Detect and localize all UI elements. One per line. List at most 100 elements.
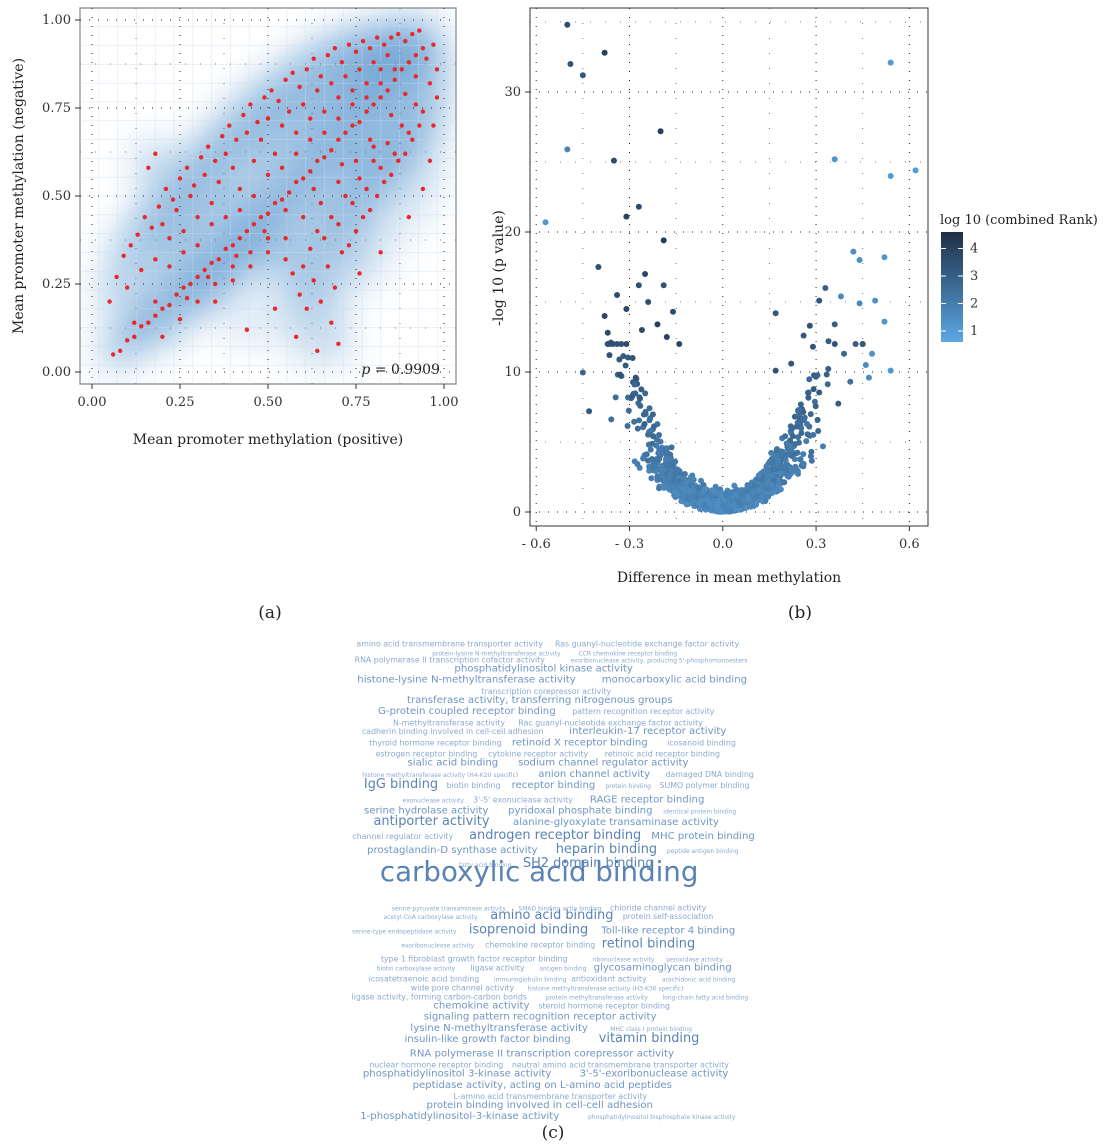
data-point [381, 42, 387, 47]
panel-b-y-axis-title: -log 10 (p value) [491, 210, 507, 326]
data-point [410, 31, 415, 37]
word-cloud-term: MHC class I protein binding [610, 1026, 692, 1033]
data-point [374, 35, 380, 40]
data-point [230, 264, 235, 269]
data-point [656, 431, 663, 438]
data-point [279, 197, 285, 202]
data-point [808, 448, 815, 455]
data-point [167, 264, 172, 269]
data-point [301, 264, 306, 269]
x-tick-label: 0.3 [806, 537, 827, 552]
panel-a-x-ticks: 0.00 0.25 0.50 0.75 1.00 [78, 384, 458, 410]
data-point [244, 327, 250, 332]
data-point [265, 236, 271, 241]
data-point [177, 176, 183, 181]
word-cloud-term: peptide antigen binding [667, 848, 739, 855]
data-point [810, 431, 817, 438]
data-point [718, 492, 725, 499]
data-point [727, 489, 734, 496]
data-point [350, 123, 355, 128]
data-point [339, 60, 345, 65]
data-point [815, 427, 822, 434]
data-point [286, 109, 292, 114]
outlier-point [623, 306, 630, 312]
word-cloud-term: anion channel activity [538, 769, 650, 780]
data-point [647, 446, 654, 453]
panel-b-x-axis-title: Difference in mean methylation [617, 570, 841, 586]
data-point [202, 267, 207, 273]
outlier-point [660, 237, 667, 244]
word-cloud-term: peroxidase activity [666, 957, 723, 964]
data-point [353, 158, 359, 163]
word-cloud-term: phosphatidylinositol bisphosphate kinase… [588, 1114, 736, 1121]
data-point [195, 243, 200, 248]
data-point [646, 417, 653, 424]
data-point [336, 137, 341, 142]
panel-b: - 0.6 - 0.3 0.0 0.3 0.6 0 10 20 30 Difference i… [491, 7, 1098, 586]
data-point [153, 257, 158, 262]
data-point [680, 480, 687, 487]
data-point [636, 417, 643, 424]
data-point [624, 354, 631, 361]
data-point [332, 285, 338, 290]
word-cloud-term: antiporter activity [374, 814, 490, 829]
data-point [801, 414, 808, 421]
word-cloud-term: isoprenoid binding [469, 922, 588, 937]
data-point [420, 45, 426, 51]
word-cloud-term: N-methyltransferase activity [393, 718, 505, 727]
x-tick-label: - 0.3 [615, 537, 644, 552]
word-cloud-term: ligase activity, forming carbon-carbon b… [352, 993, 527, 1002]
data-point [343, 74, 348, 79]
data-point [406, 214, 411, 220]
data-point [696, 499, 703, 506]
data-point [286, 190, 292, 195]
word-cloud-term: histone methyltransferase activity (H3-K… [527, 986, 683, 993]
data-point [378, 67, 383, 72]
data-point [579, 369, 586, 376]
data-point [642, 410, 649, 417]
outlier-point [837, 293, 844, 300]
data-point [420, 109, 426, 114]
data-point [427, 81, 433, 86]
data-point [800, 460, 807, 467]
data-point [631, 418, 638, 425]
data-point [606, 352, 613, 359]
data-point [198, 155, 204, 160]
data-point [343, 193, 348, 199]
word-cloud-term: fatty acid binding [459, 862, 512, 869]
data-point [269, 88, 274, 93]
data-point [396, 31, 401, 37]
outlier-point [610, 157, 617, 164]
data-point [807, 411, 814, 418]
data-point [234, 253, 239, 259]
word-cloud-term: lysine N-methyltransferase activity [410, 1023, 588, 1034]
word-cloud-term: arachidonic acid binding [662, 977, 735, 984]
data-point [810, 386, 817, 393]
data-point [774, 457, 781, 464]
data-point [378, 165, 383, 171]
outlier-point [586, 408, 593, 415]
word-cloud-term: retinoid X receptor binding [512, 737, 648, 748]
data-point [336, 221, 341, 227]
x-tick-label: - 0.6 [522, 537, 551, 552]
legend-tick-label: 3 [970, 269, 978, 284]
data-point [760, 468, 767, 475]
data-point [297, 292, 302, 297]
data-point [322, 155, 327, 160]
data-point [311, 56, 316, 61]
data-point [704, 504, 711, 511]
word-cloud-term: exoribonuclease activity [401, 942, 474, 949]
data-point [618, 341, 625, 347]
data-point [784, 451, 791, 458]
word-cloud-term: damaged DNA binding [666, 770, 754, 779]
data-point [177, 317, 183, 322]
word-cloud-term: chloride channel activity [610, 903, 707, 912]
data-point [160, 334, 165, 339]
data-point [647, 427, 654, 434]
data-point [417, 123, 422, 128]
word-cloud-term: cadherin binding involved in cell-cell a… [362, 727, 543, 736]
data-point [804, 421, 811, 428]
data-point [230, 243, 235, 248]
data-point [149, 225, 155, 230]
data-point [290, 70, 295, 76]
